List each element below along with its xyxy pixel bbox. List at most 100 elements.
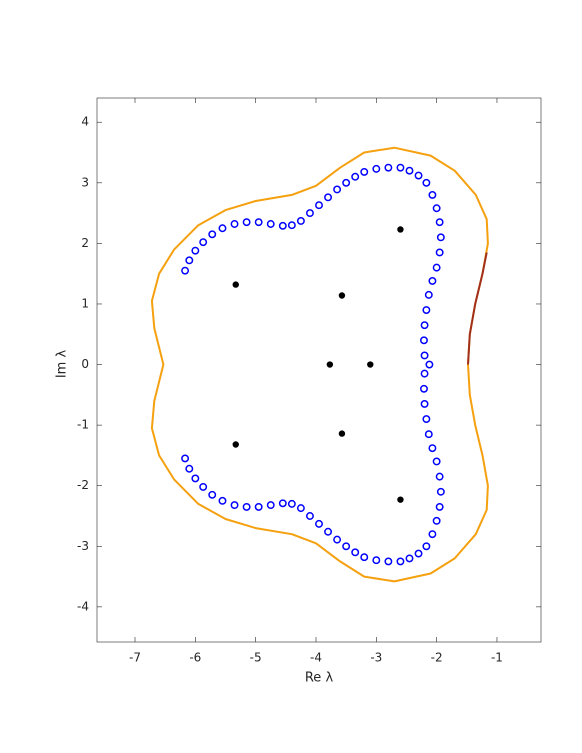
eigen-circle [432, 263, 441, 272]
x-tick-label: -7 [129, 651, 141, 665]
eigen-circle [405, 554, 414, 563]
eigen-circle [432, 516, 441, 525]
eigen-circle [296, 504, 305, 513]
eigen-circle [420, 384, 428, 393]
eigen-circle [333, 185, 342, 194]
eigen-circle [278, 499, 287, 508]
x-axis-label: Re λ [305, 671, 334, 686]
eigen-circle [360, 553, 369, 562]
eigen-circle [396, 163, 405, 172]
eigen-circle [435, 472, 444, 481]
eigen-circle [266, 220, 275, 228]
y-tick-label: 3 [81, 175, 89, 189]
eigen-dot [338, 430, 346, 437]
eigen-circle [315, 519, 323, 528]
eigen-circle [306, 512, 314, 520]
eigen-circle [230, 220, 239, 228]
y-tick-label: -4 [77, 599, 89, 613]
eigen-dot [232, 441, 239, 448]
eigen-dot [326, 361, 334, 368]
eigen-circle [218, 224, 227, 233]
eigen-circle [422, 542, 431, 551]
eigen-circle [242, 218, 251, 227]
eigen-circle [405, 166, 414, 175]
eigen-circle [218, 496, 227, 505]
y-tick-label: -1 [77, 418, 89, 432]
eigen-circle [208, 490, 217, 499]
eigen-circle [436, 233, 445, 242]
eigen-circle [372, 556, 381, 565]
eigen-circle [191, 474, 200, 483]
eigen-circle [360, 167, 369, 176]
eigen-circle [306, 209, 314, 218]
eigen-circle [422, 306, 431, 314]
eigen-circle [333, 535, 342, 544]
eigen-circle [432, 457, 441, 466]
eigen-circle [199, 238, 208, 247]
eigen-circle [422, 415, 431, 424]
eigen-circle [315, 201, 323, 210]
eigen-circle [230, 501, 239, 510]
eigen-circle [351, 548, 360, 557]
eigen-circle [420, 351, 429, 360]
eigen-circle [420, 321, 429, 330]
y-tick-label: 1 [81, 296, 89, 310]
eigen-circle [428, 276, 437, 285]
curve [467, 252, 488, 365]
eigen-dot [232, 281, 239, 288]
eigen-circle [191, 246, 200, 255]
y-tick-label: 4 [81, 115, 89, 129]
y-tick-label: -2 [77, 478, 89, 492]
eigen-circle [372, 164, 381, 173]
eigen-circle [428, 530, 437, 539]
eigen-circle [428, 190, 437, 199]
eigen-circle [420, 336, 428, 345]
eigen-circle [384, 557, 393, 566]
x-tick-label: -5 [250, 651, 262, 665]
eigen-circle [287, 221, 296, 230]
eigen-circle [287, 499, 296, 508]
eigen-dot [397, 496, 404, 503]
x-tick-label: -2 [431, 651, 443, 665]
eigen-circle [254, 218, 263, 227]
eigen-circle [414, 171, 423, 180]
eigen-dot [338, 292, 346, 299]
eigen-circle [199, 482, 208, 491]
plot-box [96, 97, 542, 643]
y-tick-label: -3 [77, 539, 89, 553]
eigen-circle [396, 557, 405, 566]
eigen-circle [432, 204, 441, 213]
eigen-circle [278, 221, 287, 230]
eigen-circle [425, 360, 434, 369]
eigen-circle [181, 266, 190, 275]
eigen-circle [242, 502, 251, 511]
eigen-circle [324, 193, 332, 202]
eigen-circle [420, 399, 429, 408]
x-tick-label: -6 [189, 651, 201, 665]
x-tick-label: -1 [491, 651, 503, 665]
eigen-circle [420, 369, 429, 378]
y-tick-label: 0 [81, 357, 89, 371]
eigen-circle [422, 178, 431, 187]
eigen-circle [342, 542, 351, 551]
curve [150, 146, 489, 583]
eigen-dot [367, 361, 374, 368]
eigen-circle [266, 501, 275, 510]
eigen-circle [351, 172, 360, 181]
eigen-circle [185, 464, 194, 473]
eigen-circle [185, 256, 194, 265]
eigen-circle [324, 527, 332, 536]
eigen-circle [435, 248, 444, 257]
eigen-circle [435, 218, 444, 227]
eigen-circle [384, 163, 393, 172]
eigen-circle [296, 217, 305, 225]
eigen-circle [414, 549, 423, 558]
eigen-circle [342, 178, 351, 187]
y-tick-label: 2 [81, 236, 89, 250]
eigen-circle [254, 502, 263, 511]
eigen-circle [208, 230, 217, 239]
eigen-circle [435, 502, 444, 511]
x-tick-label: -3 [370, 651, 382, 665]
x-tick-label: -4 [310, 651, 322, 665]
